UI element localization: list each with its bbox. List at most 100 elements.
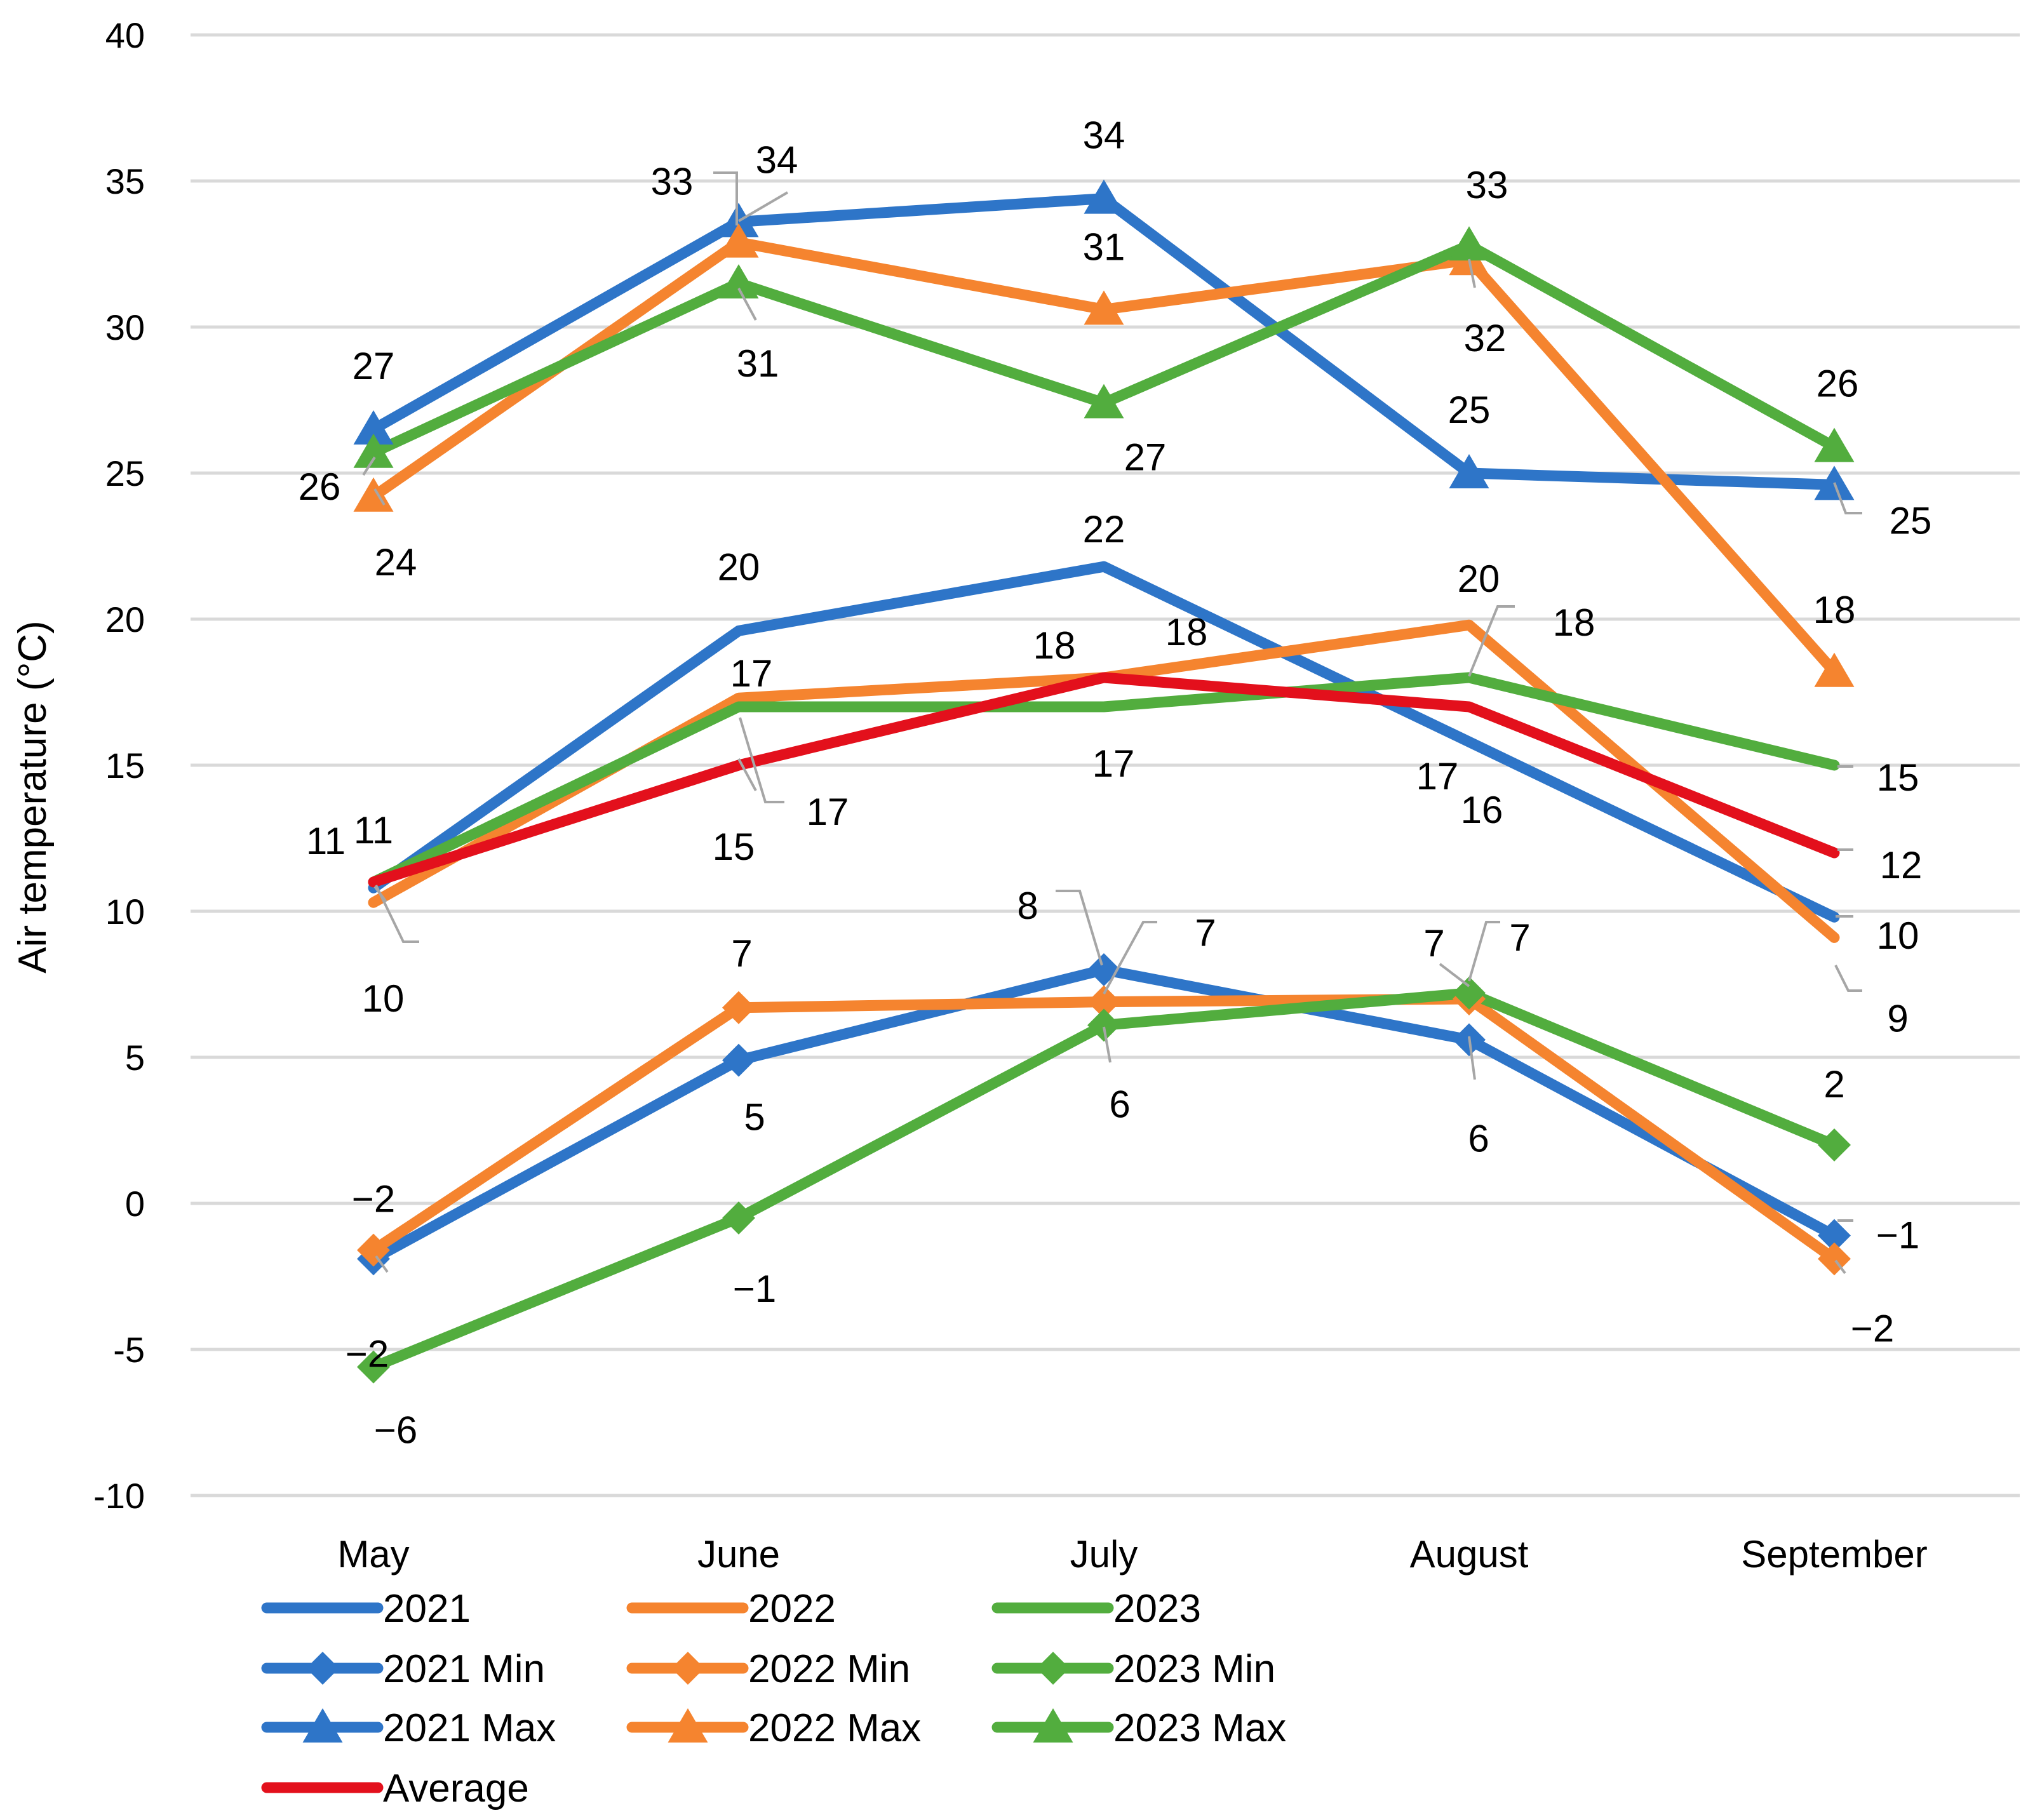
leader-line-2023-august: [1468, 605, 1515, 677]
marker-2022-max-july: [1084, 290, 1124, 325]
leader-line-2022-max-june: [713, 171, 738, 225]
leader-line-2022-min-august: [1439, 963, 1470, 987]
leader-line-2021-max-september: [1833, 482, 1862, 514]
leader-line-2021-min-july: [1056, 890, 1103, 966]
legend-item-average: Average: [261, 1767, 529, 1810]
legend-item-2023-min: 2023 Min: [991, 1647, 1275, 1691]
y-tick-label: 15: [105, 746, 145, 786]
marker-2023-max-september: [1814, 427, 1855, 462]
leader-line-2022-max-may: [373, 488, 386, 506]
legend-label-2021-min: 2021 Min: [383, 1647, 545, 1691]
legend-marker-2022-max: [668, 1708, 708, 1743]
y-axis-title: Air temperature (°C): [11, 620, 55, 973]
leader-line-2023-min-july: [1103, 1026, 1111, 1063]
x-tick-label-june: June: [697, 1533, 780, 1576]
data-label-2023-may: 11: [306, 820, 346, 862]
legend-label-2023-max: 2023 Max: [1113, 1706, 1286, 1750]
data-label-2022-september: 9: [1887, 997, 1908, 1040]
data-label-2023-max-september: 26: [1816, 363, 1859, 405]
marker-2023-max-may: [353, 433, 394, 468]
data-label-2021-july: 22: [1083, 508, 1125, 551]
data-label-2023-min-september: 2: [1823, 1063, 1844, 1106]
data-label-2023-june: 17: [807, 791, 849, 833]
data-label-2021-june: 20: [718, 545, 760, 588]
legend-item-2022: 2022: [626, 1587, 836, 1631]
data-label-average-july: 18: [1165, 611, 1208, 653]
marker-2023-min-may: [357, 1350, 390, 1384]
data-label-2023-min-july: 6: [1109, 1083, 1130, 1125]
y-tick-label: 20: [105, 599, 145, 639]
marker-2022-min-may: [357, 1233, 390, 1267]
legend-label-2023-min: 2023 Min: [1113, 1647, 1275, 1691]
legend: 2021 2022 2023 2021 Min 2022 Min 2023 Min 2021…: [261, 1587, 1286, 1810]
legend-item-2023: 2023: [991, 1587, 1201, 1631]
data-label-2022-max-august: 32: [1464, 317, 1507, 359]
x-tick-label-september: September: [1741, 1533, 1928, 1576]
marker-2022-min-september: [1818, 1242, 1851, 1276]
series-line-2023-min: [368, 987, 1840, 1373]
leader-line-2023-max-june: [737, 288, 757, 321]
legend-marker-2022-min: [671, 1652, 704, 1685]
legend-item-2023-max: 2023 Max: [991, 1706, 1286, 1750]
x-tick-label-may: May: [337, 1533, 409, 1576]
legend-item-2021-min: 2021 Min: [261, 1647, 545, 1691]
legend-label-average: Average: [383, 1767, 529, 1810]
leader-line-2023-may: [375, 885, 419, 943]
marker-2021-min-july: [1087, 953, 1120, 986]
leader-line-2022-min-september: [1834, 1259, 1846, 1275]
legend-item-2021-max: 2021 Max: [261, 1706, 556, 1750]
marker-2023-min-july: [1087, 1008, 1120, 1042]
legend-marker-2023-max: [1033, 1708, 1073, 1743]
data-label-2022-min-august: 7: [1423, 922, 1444, 965]
leader-line-2022-min-july: [1103, 921, 1157, 994]
marker-2022-min-july: [1087, 985, 1120, 1019]
legend-label-2022-min: 2022 Min: [748, 1647, 910, 1691]
x-tick-label-july: July: [1070, 1533, 1138, 1576]
y-tick-label: 10: [105, 892, 145, 932]
x-axis-ticks: May June July August September: [337, 1533, 1927, 1576]
data-label-2023-max-august: 33: [1466, 164, 1508, 206]
data-label-2022-max-july: 31: [1083, 225, 1125, 268]
y-tick-label: 30: [105, 307, 145, 347]
y-tick-label: 5: [125, 1038, 145, 1078]
data-label-2021-max-july: 34: [1083, 114, 1125, 157]
legend-label-2021-max: 2021 Max: [383, 1706, 556, 1750]
marker-2021-max-may: [353, 410, 394, 445]
data-label-2021-september: 10: [1877, 914, 1919, 957]
data-label-2023-max-may: 26: [299, 465, 341, 508]
marker-2023-max-august: [1449, 226, 1489, 261]
leader-line-2021-min-august: [1468, 1036, 1476, 1080]
data-label-2023-max-july: 27: [1124, 436, 1167, 479]
data-label-average-june: 15: [713, 826, 755, 868]
legend-item-2022-max: 2022 Max: [626, 1706, 921, 1750]
data-label-2021-min-july: 8: [1017, 885, 1038, 927]
leader-line-2022-max-august: [1468, 258, 1476, 288]
label-leader-lines: [362, 171, 1862, 1275]
marker-2021-max-august: [1449, 454, 1489, 488]
data-label-average-august: 17: [1416, 755, 1459, 798]
legend-label-2023: 2023: [1113, 1587, 1201, 1631]
data-label-2022-min-june: 7: [731, 932, 752, 975]
legend-item-2022-min: 2022 Min: [626, 1647, 910, 1691]
data-label-2021-max-may: 27: [353, 345, 395, 387]
data-label-2022-july: 18: [1033, 624, 1076, 667]
data-label-2022-min-may: −2: [352, 1178, 395, 1221]
data-label-2021-may: 11: [354, 809, 393, 852]
series-line-average: [368, 672, 1840, 888]
marker-2023-min-september: [1818, 1128, 1851, 1161]
legend-label-2022-max: 2022 Max: [748, 1706, 921, 1750]
legend-marker-2021-min: [306, 1652, 339, 1685]
y-axis-ticks: 40 35 30 25 20 15 10 5 0 -5 -10: [93, 15, 145, 1516]
data-label-2022-august: 20: [1458, 558, 1500, 600]
data-label-2023-september: 15: [1877, 756, 1919, 799]
marker-2021-max-july: [1084, 179, 1124, 214]
y-tick-label: 0: [125, 1184, 145, 1224]
y-tick-label: -5: [113, 1330, 145, 1370]
legend-label-2022: 2022: [748, 1587, 836, 1631]
data-label-average-september: 12: [1880, 844, 1923, 887]
data-label-2023-min-june: −1: [733, 1268, 776, 1310]
leader-line-2023-min-august: [1468, 921, 1500, 982]
data-label-2022-may: 10: [362, 977, 405, 1020]
data-label-2021-min-june: 5: [744, 1096, 765, 1139]
